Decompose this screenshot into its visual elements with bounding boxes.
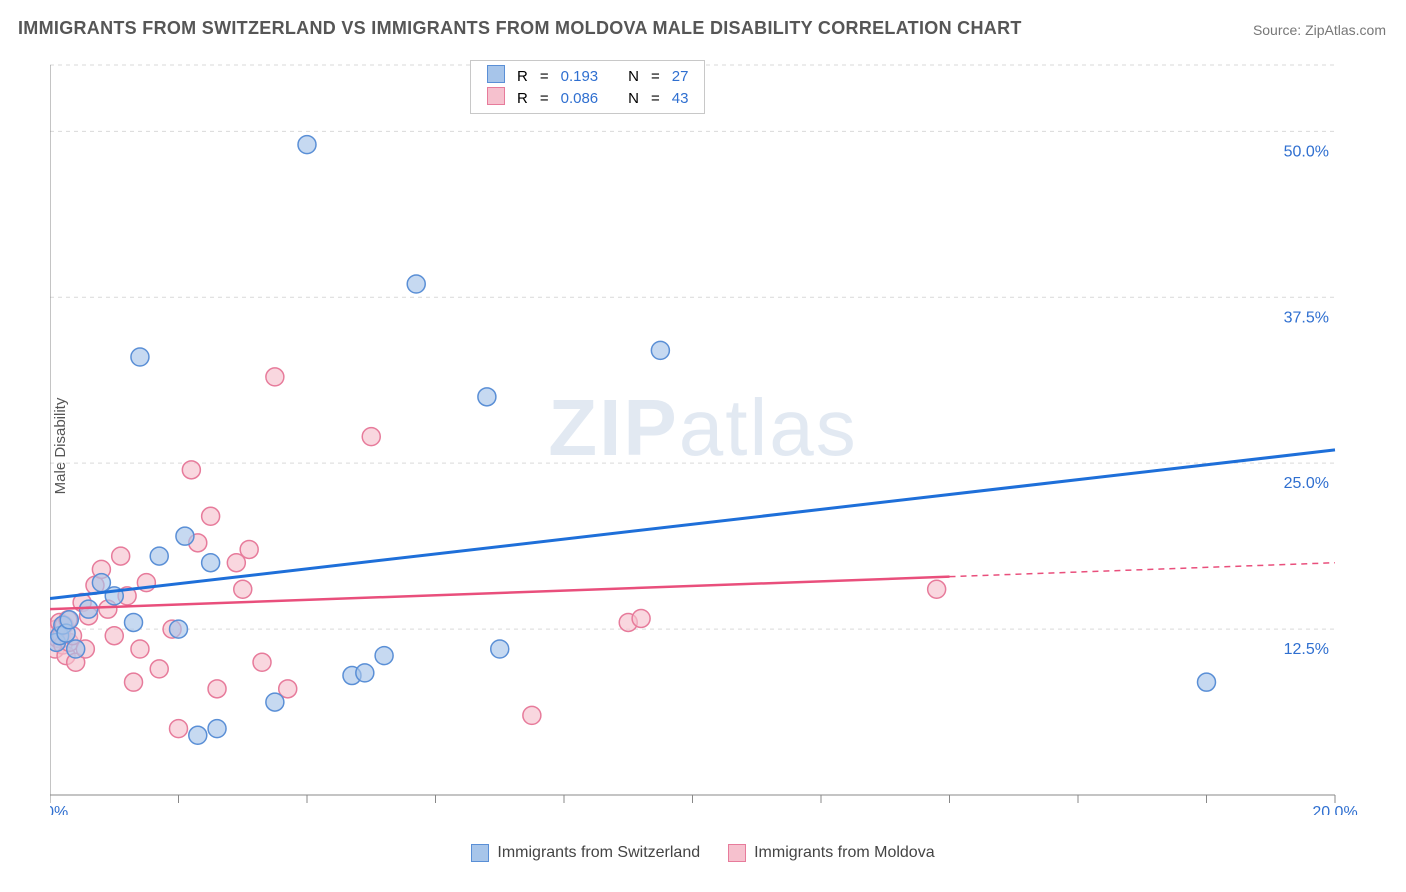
data-point bbox=[170, 720, 188, 738]
series-moldova bbox=[50, 368, 946, 738]
trend-line-extrapolated bbox=[950, 563, 1336, 577]
legend-label: Immigrants from Switzerland bbox=[497, 844, 700, 862]
r-value: 0.193 bbox=[555, 65, 605, 87]
n-label: N bbox=[622, 87, 645, 109]
legend-swatch bbox=[487, 65, 505, 83]
r-value: 0.086 bbox=[555, 87, 605, 109]
data-point bbox=[125, 673, 143, 691]
y-tick-label: 37.5% bbox=[1284, 309, 1329, 326]
r-label: R bbox=[511, 65, 534, 87]
data-point bbox=[176, 527, 194, 545]
data-point bbox=[266, 693, 284, 711]
data-point bbox=[105, 627, 123, 645]
n-value: 43 bbox=[666, 87, 695, 109]
data-point bbox=[253, 653, 271, 671]
y-tick-label: 12.5% bbox=[1284, 641, 1329, 658]
data-point bbox=[407, 275, 425, 293]
trend-line bbox=[50, 450, 1335, 599]
data-point bbox=[202, 554, 220, 572]
data-point bbox=[1198, 673, 1216, 691]
series-switzerland bbox=[50, 136, 1215, 745]
legend-item: Immigrants from Moldova bbox=[728, 844, 935, 862]
n-label: N bbox=[622, 65, 645, 87]
data-point bbox=[298, 136, 316, 154]
data-point bbox=[131, 348, 149, 366]
legend-swatch bbox=[728, 844, 746, 862]
data-point bbox=[523, 706, 541, 724]
equals: = bbox=[534, 87, 555, 109]
data-point bbox=[375, 647, 393, 665]
equals: = bbox=[645, 87, 666, 109]
data-point bbox=[67, 640, 85, 658]
data-point bbox=[60, 611, 78, 629]
data-point bbox=[491, 640, 509, 658]
scatter-chart: 25.0% 50.0% 12.5% 37.5% 0.0% 20.0% bbox=[50, 55, 1370, 815]
data-point bbox=[356, 664, 374, 682]
data-point bbox=[150, 660, 168, 678]
chart-title: IMMIGRANTS FROM SWITZERLAND VS IMMIGRANT… bbox=[18, 18, 1022, 39]
tick-labels: 25.0% 50.0% 12.5% 37.5% 0.0% 20.0% bbox=[50, 143, 1358, 815]
r-label: R bbox=[511, 87, 534, 109]
data-point bbox=[632, 609, 650, 627]
data-point bbox=[234, 580, 252, 598]
data-point bbox=[208, 720, 226, 738]
source-attribution: Source: ZipAtlas.com bbox=[1253, 22, 1386, 38]
x-tick-label: 0.0% bbox=[50, 804, 68, 815]
data-point bbox=[125, 613, 143, 631]
data-point bbox=[112, 547, 130, 565]
legend-swatch bbox=[471, 844, 489, 862]
source-link[interactable]: ZipAtlas.com bbox=[1305, 22, 1386, 38]
data-point bbox=[928, 580, 946, 598]
legend-row: R=0.193N=27 bbox=[481, 65, 694, 87]
axes-layer bbox=[50, 65, 1335, 803]
data-point bbox=[170, 620, 188, 638]
source-label: Source: bbox=[1253, 22, 1301, 38]
chart-container: IMMIGRANTS FROM SWITZERLAND VS IMMIGRANT… bbox=[0, 0, 1406, 892]
legend-swatch bbox=[487, 87, 505, 105]
data-point bbox=[478, 388, 496, 406]
data-point bbox=[182, 461, 200, 479]
data-point bbox=[651, 341, 669, 359]
data-point bbox=[240, 540, 258, 558]
legend-item: Immigrants from Switzerland bbox=[471, 844, 700, 862]
y-tick-label: 50.0% bbox=[1284, 143, 1329, 160]
data-point bbox=[362, 428, 380, 446]
series-legend: Immigrants from Switzerland Immigrants fr… bbox=[0, 844, 1406, 867]
equals: = bbox=[534, 65, 555, 87]
x-tick-label: 20.0% bbox=[1312, 804, 1357, 815]
data-point bbox=[150, 547, 168, 565]
equals: = bbox=[645, 65, 666, 87]
data-point bbox=[189, 726, 207, 744]
legend-row: R=0.086N=43 bbox=[481, 87, 694, 109]
data-point bbox=[202, 507, 220, 525]
legend-label: Immigrants from Moldova bbox=[754, 844, 935, 862]
correlation-legend: R=0.193N=27R=0.086N=43 bbox=[470, 60, 705, 114]
n-value: 27 bbox=[666, 65, 695, 87]
data-point bbox=[208, 680, 226, 698]
y-tick-label: 25.0% bbox=[1284, 475, 1329, 492]
data-point bbox=[266, 368, 284, 386]
data-point bbox=[131, 640, 149, 658]
